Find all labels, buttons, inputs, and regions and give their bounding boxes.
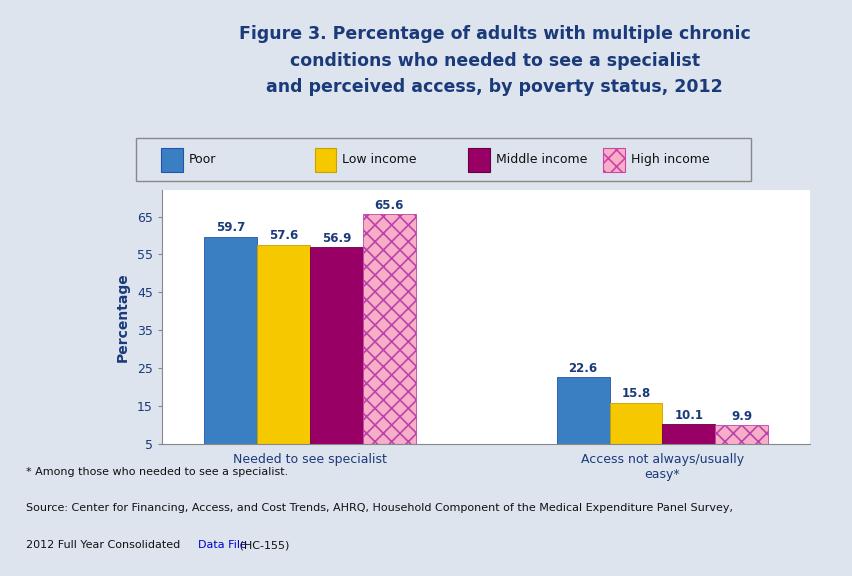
Text: 15.8: 15.8 (620, 388, 650, 400)
Text: High income: High income (630, 153, 709, 166)
Text: * Among those who needed to see a specialist.: * Among those who needed to see a specia… (26, 467, 287, 476)
Y-axis label: Percentage: Percentage (116, 272, 130, 362)
Bar (609, 403, 662, 444)
Bar (602, 148, 624, 172)
Bar (362, 214, 415, 444)
Text: Figure 3. Percentage of adults with multiple chronic
conditions who needed to se: Figure 3. Percentage of adults with mult… (239, 25, 750, 96)
Text: 2012 Full Year Consolidated: 2012 Full Year Consolidated (26, 540, 183, 550)
Text: (HC-155): (HC-155) (236, 540, 290, 550)
Text: 10.1: 10.1 (674, 409, 702, 422)
Bar (556, 377, 609, 444)
Bar (309, 247, 362, 444)
Bar (257, 245, 309, 444)
Text: Middle income: Middle income (495, 153, 586, 166)
Text: 22.6: 22.6 (568, 362, 597, 374)
Text: 65.6: 65.6 (374, 199, 404, 212)
Bar (314, 148, 336, 172)
Bar (161, 148, 182, 172)
Text: Source: Center for Financing, Access, and Cost Trends, AHRQ, Household Component: Source: Center for Financing, Access, an… (26, 503, 732, 513)
Text: 9.9: 9.9 (730, 410, 751, 423)
Text: Low income: Low income (342, 153, 417, 166)
Bar (204, 237, 257, 444)
Text: 56.9: 56.9 (321, 232, 351, 245)
Text: 57.6: 57.6 (268, 229, 298, 242)
Text: 59.7: 59.7 (216, 221, 245, 234)
Bar (662, 425, 714, 444)
Bar (714, 425, 767, 444)
Text: Poor: Poor (188, 153, 216, 166)
Bar (468, 148, 489, 172)
Text: Data File: Data File (198, 540, 246, 550)
